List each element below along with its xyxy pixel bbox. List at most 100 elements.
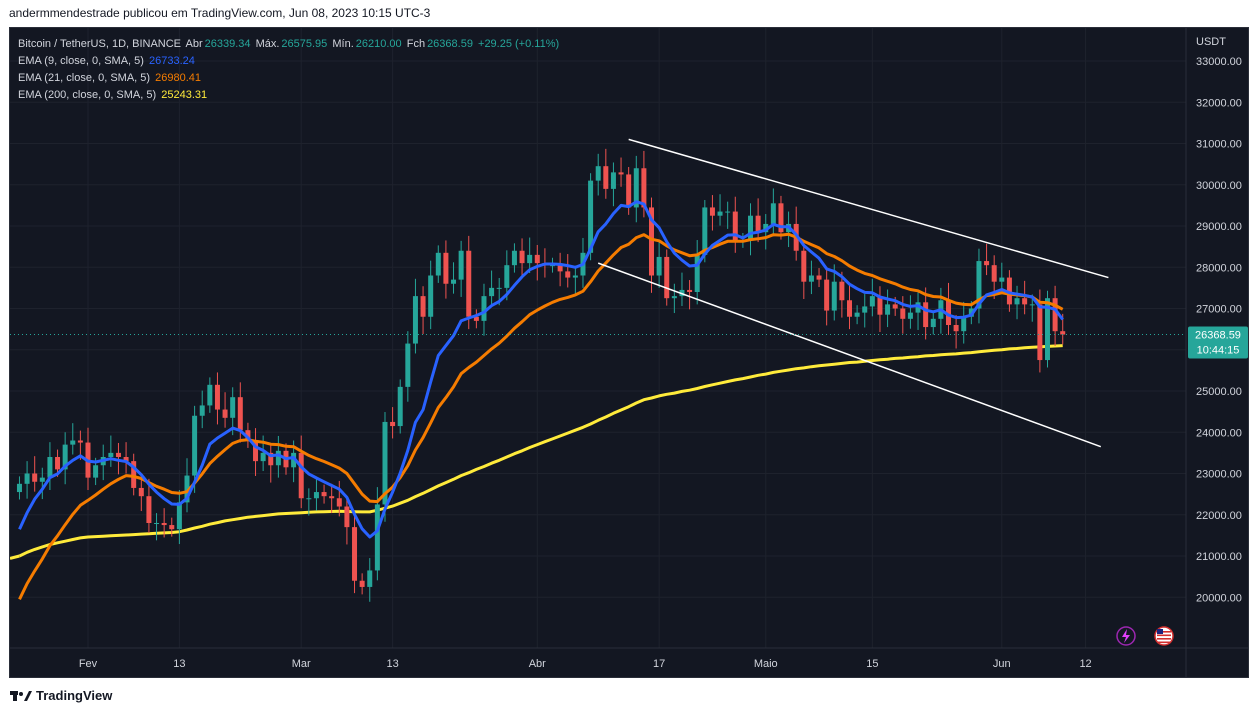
candle[interactable] [412,278,418,354]
candle[interactable] [192,405,198,493]
candle[interactable] [390,407,396,439]
candle[interactable] [808,260,814,295]
candle[interactable] [253,428,259,476]
us-flag-icon[interactable] [1154,626,1174,646]
candle[interactable] [907,295,913,329]
candle[interactable] [900,296,906,334]
candle[interactable] [679,272,685,307]
candle[interactable] [709,195,715,231]
candle[interactable] [610,162,616,207]
chart-panel[interactable]: USDT 33000.00 32000.00 31000.00 30000.00 2900… [9,27,1249,678]
candle[interactable] [138,475,144,512]
candle[interactable] [70,423,76,455]
candle[interactable] [953,315,959,349]
candle[interactable] [420,286,426,335]
candle[interactable] [62,432,68,485]
candle[interactable] [1006,270,1012,312]
candle[interactable] [131,453,137,496]
candle[interactable] [862,294,868,328]
candle[interactable] [298,435,304,509]
upper-channel-trendline[interactable] [628,138,1109,279]
candle[interactable] [694,240,700,305]
candle[interactable] [618,157,624,187]
candle[interactable] [976,248,982,324]
candle[interactable] [146,478,152,533]
symbol-name[interactable]: Bitcoin / TetherUS, 1D, BINANCE [18,38,182,50]
candle[interactable] [245,422,251,448]
candle[interactable] [435,245,441,283]
candle[interactable] [656,242,662,288]
candle[interactable] [595,153,601,196]
candle[interactable] [169,517,175,537]
candle[interactable] [557,252,563,287]
candle[interactable] [854,305,860,325]
candle[interactable] [473,309,479,329]
candle[interactable] [778,195,784,240]
ema9-legend[interactable]: EMA (9, close, 0, SMA, 5) 26733.24 [18,53,561,70]
candle[interactable] [915,292,921,330]
candle[interactable] [511,243,517,273]
candle[interactable] [824,267,830,326]
candle[interactable] [527,237,533,274]
candle[interactable] [664,249,670,306]
candle[interactable] [115,442,121,475]
candle[interactable] [869,278,875,317]
candle[interactable] [405,331,411,402]
candle[interactable] [329,483,335,514]
candle[interactable] [1052,285,1058,347]
candle[interactable] [755,198,761,243]
candle[interactable] [519,238,525,278]
candle[interactable] [382,412,388,522]
candle[interactable] [352,512,358,594]
candle[interactable] [47,442,53,490]
candle[interactable] [923,287,929,340]
candle[interactable] [443,240,449,299]
candle[interactable] [161,508,167,538]
candle[interactable] [565,254,571,288]
candle[interactable] [397,379,403,434]
candle[interactable] [108,435,114,467]
candle[interactable] [633,155,639,223]
candle[interactable] [816,268,822,288]
candle[interactable] [801,240,807,300]
candle[interactable] [603,148,609,199]
candle[interactable] [984,243,990,276]
candle[interactable] [877,286,883,333]
candle[interactable] [847,285,852,330]
candle[interactable] [649,197,655,293]
candle[interactable] [458,240,464,297]
tradingview-brand[interactable]: TradingView [36,688,113,703]
candle[interactable] [481,283,487,336]
candle[interactable] [572,265,578,295]
candle[interactable] [428,260,434,330]
lightning-icon[interactable] [1116,626,1136,646]
candle[interactable] [763,214,769,250]
candle[interactable] [732,196,738,253]
candle[interactable] [466,235,472,330]
candle[interactable] [306,488,312,516]
candle[interactable] [489,270,495,307]
candle[interactable] [268,442,274,483]
candle[interactable] [945,282,951,335]
candle[interactable] [321,484,327,504]
candle[interactable] [207,377,213,413]
candle[interactable] [39,467,45,500]
candle[interactable] [504,250,510,301]
candle[interactable] [1022,280,1028,315]
candle[interactable] [671,283,677,314]
candle[interactable] [930,311,936,335]
candle[interactable] [748,203,754,256]
candle[interactable] [24,461,30,499]
candle[interactable] [1014,285,1020,320]
candle[interactable] [154,513,160,541]
candle[interactable] [885,289,891,328]
candle[interactable] [275,435,281,478]
candle[interactable] [344,496,350,545]
candle[interactable] [313,477,319,511]
candle[interactable] [961,301,967,344]
candle[interactable] [336,480,342,517]
lower-channel-trendline[interactable] [597,262,1102,448]
candle[interactable] [725,201,731,229]
ema200-legend[interactable]: EMA (200, close, 0, SMA, 5) 25243.31 [18,87,561,104]
ema21-legend[interactable]: EMA (21, close, 0, SMA, 5) 26980.41 [18,70,561,87]
